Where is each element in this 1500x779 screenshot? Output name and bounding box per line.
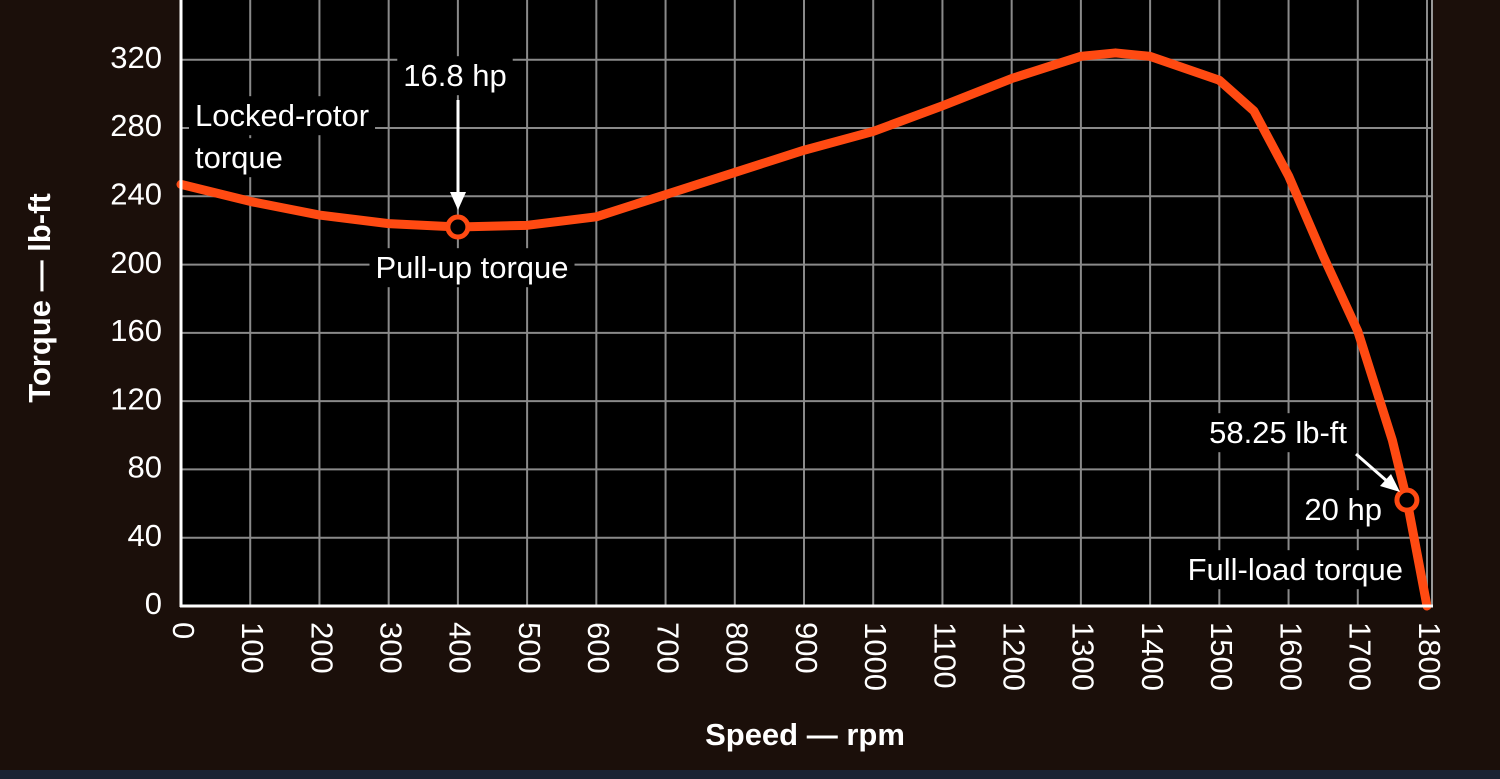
x-tick-label: 500: [512, 622, 547, 674]
curve-layer: [176, 48, 1432, 611]
y-tick-label: 160: [110, 313, 162, 348]
x-tick-label: 1500: [1204, 622, 1239, 691]
x-tick-label: 700: [650, 622, 685, 674]
x-tick-label: 1100: [927, 622, 962, 689]
x-tick-label: 1600: [1273, 622, 1308, 691]
x-tick-label: 400: [443, 622, 478, 674]
point-marker: [1394, 487, 1420, 513]
label-background: [1298, 490, 1388, 530]
x-tick-label: 900: [789, 622, 824, 674]
annotation: Full-load torque: [1188, 552, 1403, 587]
x-tick-label: 600: [581, 622, 616, 674]
x-axis-label: Speed — rpm: [705, 717, 905, 752]
x-tick-label: 0: [166, 622, 201, 639]
y-tick-label: 280: [110, 108, 162, 143]
point-marker: [445, 214, 471, 240]
y-tick-label: 80: [128, 450, 162, 485]
label-background: [1181, 550, 1409, 590]
label-background: [369, 248, 575, 288]
bottom-strip: [0, 770, 1500, 779]
arrow-head: [450, 192, 466, 210]
arrow: [1355, 452, 1389, 484]
y-tick-label: 0: [145, 586, 162, 621]
x-tick-label: 200: [304, 622, 339, 674]
arrow-head: [1380, 474, 1400, 492]
label-background: [189, 96, 376, 136]
x-tick-label: 100: [235, 622, 270, 674]
plot-area: [181, 0, 1432, 606]
annotation: Pull-up torque: [375, 250, 568, 285]
x-tick-label: 1700: [1343, 622, 1378, 691]
annotation: 58.25 lb-ft: [1209, 415, 1347, 450]
label-background: [189, 138, 289, 178]
y-tick-label: 120: [110, 381, 162, 416]
x-tick-label: 1300: [1066, 622, 1101, 691]
annotation: Locked-rotor: [195, 98, 369, 133]
y-tick-label: 40: [128, 518, 162, 553]
y-tick-label: 240: [110, 176, 162, 211]
y-tick-label: 200: [110, 245, 162, 280]
annotation: 16.8 hp: [403, 58, 506, 93]
y-tick-label: 320: [110, 40, 162, 75]
x-tick-label: 1800: [1412, 622, 1447, 691]
annotation: 20 hp: [1304, 492, 1382, 527]
annotation: torque: [195, 140, 283, 175]
y-axis-label: Torque — lb-ft: [22, 193, 57, 403]
x-tick-label: 1400: [1135, 622, 1170, 691]
label-background: [397, 56, 513, 96]
x-tick-label: 1200: [996, 622, 1031, 691]
x-tick-label: 1000: [858, 622, 893, 691]
label-background: [1203, 413, 1354, 453]
x-tick-label: 800: [720, 622, 755, 674]
x-tick-label: 300: [373, 622, 408, 674]
annotation-layer: Locked-rotor torque 16.8 hp Pull-up torque 5…: [189, 56, 1409, 590]
